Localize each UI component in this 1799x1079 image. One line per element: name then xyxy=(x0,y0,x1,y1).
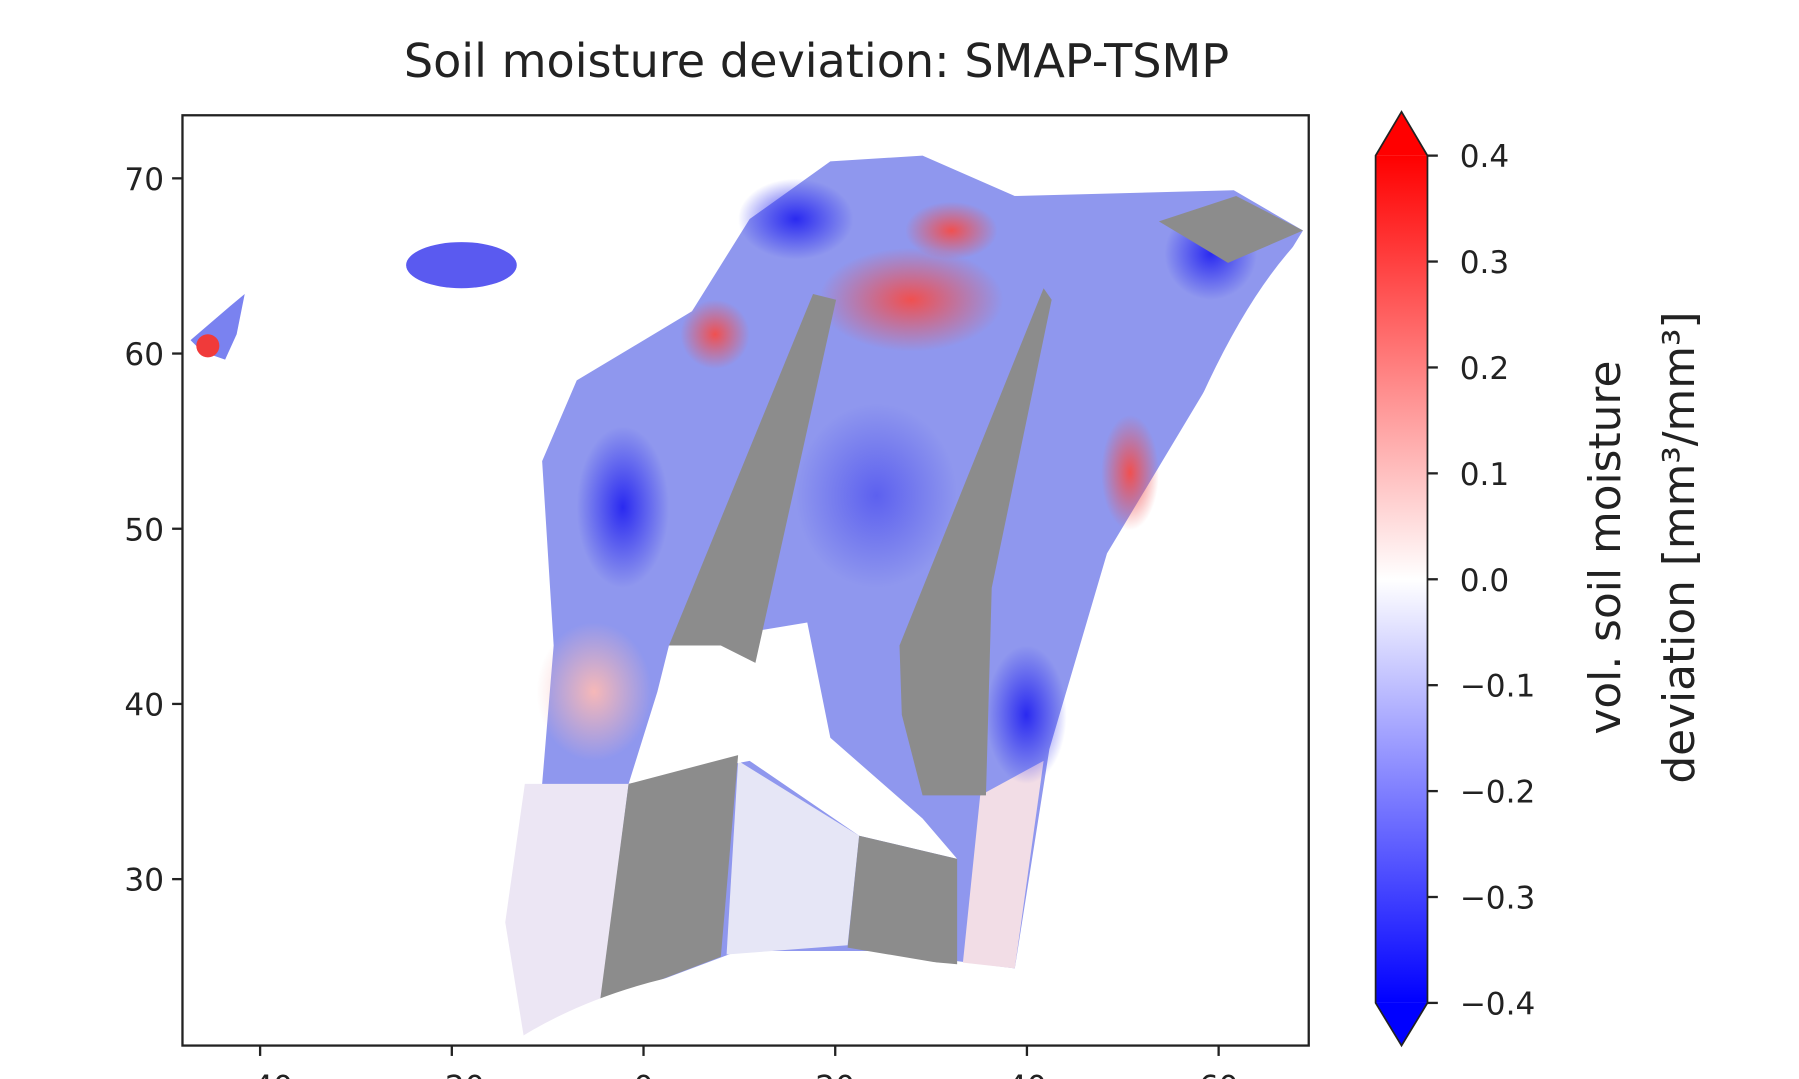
swath-edge xyxy=(1037,230,1309,975)
africa-field xyxy=(726,760,860,955)
x-tick-label: 60 xyxy=(1199,1069,1239,1079)
anomaly-blob xyxy=(795,403,958,588)
colorbar-tick-label: −0.1 xyxy=(1460,669,1536,705)
no-data-swath xyxy=(668,293,837,663)
x-tick-label: 20 xyxy=(815,1069,855,1079)
no-data-swath xyxy=(899,288,1052,796)
colorbar-tick-label: 0.3 xyxy=(1460,245,1509,281)
colorbar-extend xyxy=(1375,1002,1428,1046)
no-data-swath xyxy=(847,835,958,967)
y-tick-label: 50 xyxy=(124,512,164,548)
anomaly-blob xyxy=(985,645,1067,784)
x-tick-label: −40 xyxy=(227,1069,293,1079)
no-data-swath xyxy=(1158,195,1303,263)
colorbar-tick-label: 0.0 xyxy=(1460,563,1509,599)
colorbar xyxy=(1375,155,1428,1003)
africa-field xyxy=(505,783,629,1044)
colorbar-tick-label: 0.1 xyxy=(1460,457,1509,493)
anomaly-blob xyxy=(536,622,652,761)
island-field xyxy=(196,334,220,358)
anomaly-blob xyxy=(905,201,998,260)
x-tick-label: 40 xyxy=(1007,1069,1047,1079)
swath-edge xyxy=(507,958,1309,1046)
colorbar-label-line: deviation [mm³/mm³] xyxy=(1654,311,1705,783)
plot-frame xyxy=(181,114,1310,1047)
y-tick-label: 70 xyxy=(124,162,164,198)
africa-field xyxy=(962,760,1044,969)
map-field xyxy=(190,155,1309,1046)
colorbar-tick-label: −0.4 xyxy=(1460,986,1536,1022)
chart-title: Soil moisture deviation: SMAP-TSMP xyxy=(404,34,1229,88)
x-tick-label: −20 xyxy=(419,1069,485,1079)
colorbar-label-line: vol. soil moisture xyxy=(1580,361,1631,735)
anomaly-blob xyxy=(1101,415,1159,531)
colorbar-tick-label: −0.2 xyxy=(1460,775,1536,811)
y-tick-label: 30 xyxy=(124,863,164,899)
colorbar-tick-label: 0.4 xyxy=(1460,139,1509,175)
sea-mask xyxy=(628,622,958,859)
anomaly-blob xyxy=(738,178,854,260)
anomaly-blob xyxy=(576,426,669,588)
island-field xyxy=(406,242,517,289)
no-data-swath xyxy=(599,755,739,1003)
colorbar-tick-label: 0.2 xyxy=(1460,351,1509,387)
colorbar-label: vol. soil moisture deviation [mm³/mm³] xyxy=(1580,311,1705,783)
anomaly-blob xyxy=(818,247,1004,352)
anomaly-blob xyxy=(680,299,750,369)
y-tick-label: 40 xyxy=(124,687,164,723)
colorbar-extend xyxy=(1375,111,1428,156)
colorbar-tick-label: −0.3 xyxy=(1460,881,1536,917)
x-tick-label: 0 xyxy=(634,1069,654,1079)
y-tick-label: 60 xyxy=(124,337,164,373)
